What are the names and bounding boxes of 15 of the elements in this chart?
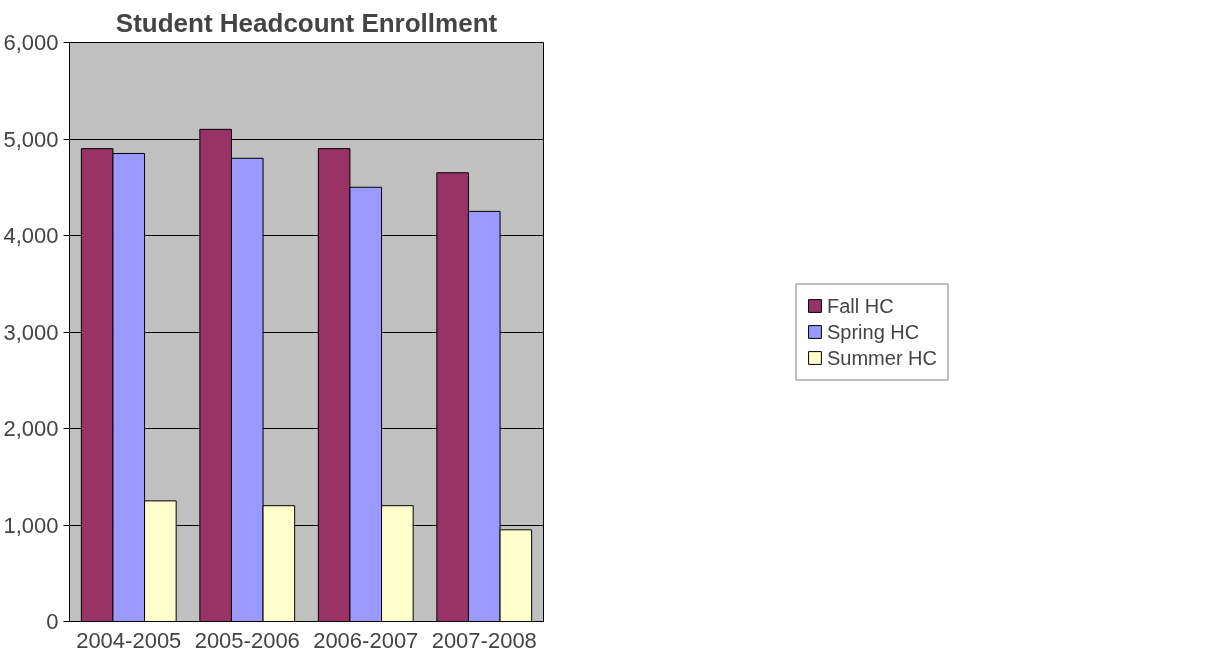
y-tick-label: 4,000 bbox=[3, 223, 59, 248]
x-tick-label: 2007-2008 bbox=[431, 627, 537, 653]
x-tick-label: 2004-2005 bbox=[76, 627, 182, 653]
legend-label: Summer HC bbox=[826, 346, 938, 369]
y-tick-label: 3,000 bbox=[3, 319, 59, 345]
y-tick-label: 2,000 bbox=[3, 416, 59, 441]
y-tick-label: 1,000 bbox=[3, 512, 59, 538]
x-tick-label: 2006-2007 bbox=[313, 627, 419, 653]
y-tick-label: 0 bbox=[46, 609, 59, 634]
legend-label: Spring HC bbox=[826, 320, 920, 343]
legend-label: Fall HC bbox=[826, 294, 894, 317]
y-tick-label: 5,000 bbox=[3, 126, 59, 152]
y-tick-label: 6,000 bbox=[3, 30, 59, 55]
chart-title: Student Headcount Enrollment bbox=[115, 7, 498, 38]
x-tick-label: 2005-2006 bbox=[194, 627, 300, 653]
